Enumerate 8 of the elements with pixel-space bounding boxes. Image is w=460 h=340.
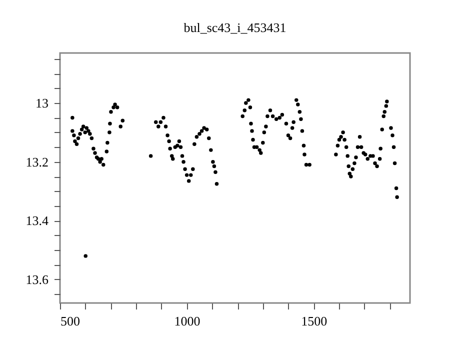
y-tick-label: 13.4: [26, 213, 49, 228]
y-tick-label: 13.2: [26, 154, 48, 170]
chart-title: bul_sc43_i_453431: [184, 20, 286, 35]
y-tick-label: 13.6: [26, 272, 49, 287]
x-tick-label: 500: [60, 314, 80, 328]
y-tick-label: 13: [36, 96, 48, 110]
x-tick-label: 1500: [301, 314, 328, 328]
x-tick-label: 1000: [174, 314, 200, 328]
